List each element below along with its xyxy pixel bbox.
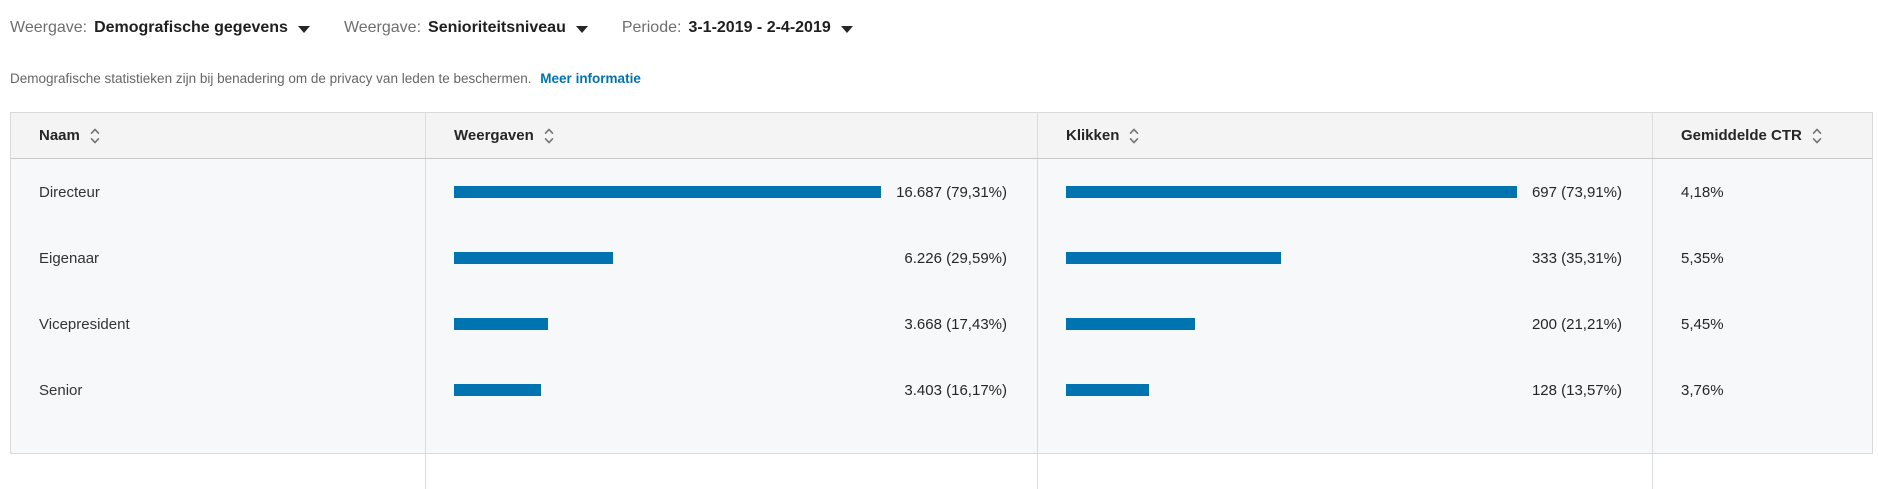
clicks-bar bbox=[1066, 186, 1517, 198]
view-type-dropdown-label: Weergave: bbox=[10, 19, 88, 36]
row-name-cell: Senior bbox=[11, 357, 425, 423]
impressions-bar bbox=[454, 252, 614, 264]
row-impressions-cell: 3.403 (16,17%) bbox=[425, 357, 1037, 423]
clicks-value: 333 (35,31%) bbox=[1531, 249, 1622, 267]
period-dropdown[interactable]: Periode: 3-1-2019 - 2-4-2019 bbox=[622, 16, 853, 40]
clicks-bar bbox=[1066, 318, 1196, 330]
sort-icon[interactable] bbox=[1811, 126, 1823, 146]
view-type-dropdown-value: Demografische gegevens bbox=[94, 19, 288, 36]
sort-icon[interactable] bbox=[1128, 126, 1140, 146]
column-header-label: Gemiddelde CTR bbox=[1681, 127, 1802, 144]
more-info-link[interactable]: Meer informatie bbox=[540, 71, 641, 86]
table-header: Naam Weergaven Klikken Gemiddelde CTR bbox=[11, 113, 1872, 159]
column-header-weergaven[interactable]: Weergaven bbox=[425, 113, 1037, 158]
table-row: Eigenaar 6.226 (29,59%) 333 (35,31%) 5,3… bbox=[11, 225, 1872, 291]
view-metric-dropdown-label: Weergave: bbox=[343, 19, 422, 36]
table-row: Directeur 16.687 (79,31%) 697 (73,91%) 4… bbox=[11, 159, 1872, 225]
row-name-cell bbox=[11, 423, 425, 489]
impressions-bar bbox=[454, 384, 542, 396]
clicks-bar bbox=[1066, 384, 1149, 396]
column-header-klikken[interactable]: Klikken bbox=[1037, 113, 1652, 158]
impressions-value: 3.668 (17,43%) bbox=[904, 315, 1007, 333]
row-clicks-cell: 697 (73,91%) bbox=[1037, 159, 1652, 225]
table-body: Directeur 16.687 (79,31%) 697 (73,91%) 4… bbox=[11, 159, 1872, 489]
ctr-value: 5,35% bbox=[1681, 249, 1724, 267]
clicks-value: 128 (13,57%) bbox=[1531, 381, 1622, 399]
row-name-cell: Vicepresident bbox=[11, 291, 425, 357]
clicks-value: 200 (21,21%) bbox=[1531, 315, 1622, 333]
row-clicks-cell: 128 (13,57%) bbox=[1037, 357, 1652, 423]
row-impressions-cell: 3.668 (17,43%) bbox=[425, 291, 1037, 357]
clicks-value: 697 (73,91%) bbox=[1531, 183, 1622, 201]
view-type-dropdown[interactable]: Weergave: Demografische gegevens bbox=[10, 16, 310, 40]
row-clicks-cell: 333 (35,31%) bbox=[1037, 225, 1652, 291]
impressions-value: 6.226 (29,59%) bbox=[904, 249, 1007, 267]
row-clicks-cell bbox=[1037, 423, 1652, 489]
period-dropdown-value: 3-1-2019 - 2-4-2019 bbox=[688, 19, 831, 36]
impressions-value: 3.403 (16,17%) bbox=[904, 381, 1007, 399]
view-metric-dropdown[interactable]: Weergave: Senioriteitsniveau bbox=[344, 16, 588, 40]
campaign-demographics-page: { "controls": { "view_demographics": { "… bbox=[10, 16, 1873, 489]
privacy-notice: Demografische statistieken zijn bij bena… bbox=[10, 71, 641, 86]
row-name-cell: Eigenaar bbox=[11, 225, 425, 291]
row-ctr-cell: 5,45% bbox=[1652, 291, 1872, 357]
column-header-gemiddelde-ctr[interactable]: Gemiddelde CTR bbox=[1652, 113, 1872, 158]
ctr-value: 5,45% bbox=[1681, 315, 1724, 333]
row-name-label: Directeur bbox=[39, 183, 100, 201]
sort-icon[interactable] bbox=[89, 126, 101, 146]
row-impressions-cell: 16.687 (79,31%) bbox=[425, 159, 1037, 225]
period-dropdown-label: Periode: bbox=[621, 19, 682, 36]
view-metric-dropdown-value: Senioriteitsniveau bbox=[428, 19, 566, 36]
column-header-label: Klikken bbox=[1066, 127, 1120, 144]
chevron-down-icon bbox=[840, 25, 853, 33]
impressions-bar bbox=[454, 318, 548, 330]
clicks-bar bbox=[1066, 252, 1282, 264]
chevron-down-icon bbox=[575, 25, 588, 33]
row-ctr-cell: 3,76% bbox=[1652, 357, 1872, 423]
table-row-partial bbox=[11, 423, 1872, 489]
row-impressions-cell bbox=[425, 423, 1037, 489]
table-row: Vicepresident 3.668 (17,43%) 200 (21,21%… bbox=[11, 291, 1872, 357]
row-ctr-cell: 4,18% bbox=[1652, 159, 1872, 225]
row-name-cell: Directeur bbox=[11, 159, 425, 225]
row-ctr-cell bbox=[1652, 423, 1872, 489]
ctr-value: 4,18% bbox=[1681, 183, 1724, 201]
impressions-bar bbox=[454, 186, 882, 198]
table-row: Senior 3.403 (16,17%) 128 (13,57%) 3,76% bbox=[11, 357, 1872, 423]
demographics-table: Naam Weergaven Klikken Gemiddelde CTR Di… bbox=[10, 112, 1873, 489]
row-name-label: Vicepresident bbox=[39, 315, 130, 333]
column-header-naam[interactable]: Naam bbox=[11, 113, 425, 158]
sort-icon[interactable] bbox=[543, 126, 555, 146]
row-impressions-cell: 6.226 (29,59%) bbox=[425, 225, 1037, 291]
privacy-notice-text: Demografische statistieken zijn bij bena… bbox=[10, 71, 532, 86]
row-ctr-cell: 5,35% bbox=[1652, 225, 1872, 291]
chevron-down-icon bbox=[297, 25, 310, 33]
column-header-label: Weergaven bbox=[454, 127, 534, 144]
row-clicks-cell: 200 (21,21%) bbox=[1037, 291, 1652, 357]
row-name-label: Eigenaar bbox=[39, 249, 100, 267]
filter-bar: Weergave: Demografische gegevens Weergav… bbox=[10, 16, 853, 40]
row-name-label: Senior bbox=[39, 381, 83, 399]
column-header-label: Naam bbox=[39, 127, 80, 144]
impressions-value: 16.687 (79,31%) bbox=[896, 183, 1007, 201]
ctr-value: 3,76% bbox=[1681, 381, 1724, 399]
